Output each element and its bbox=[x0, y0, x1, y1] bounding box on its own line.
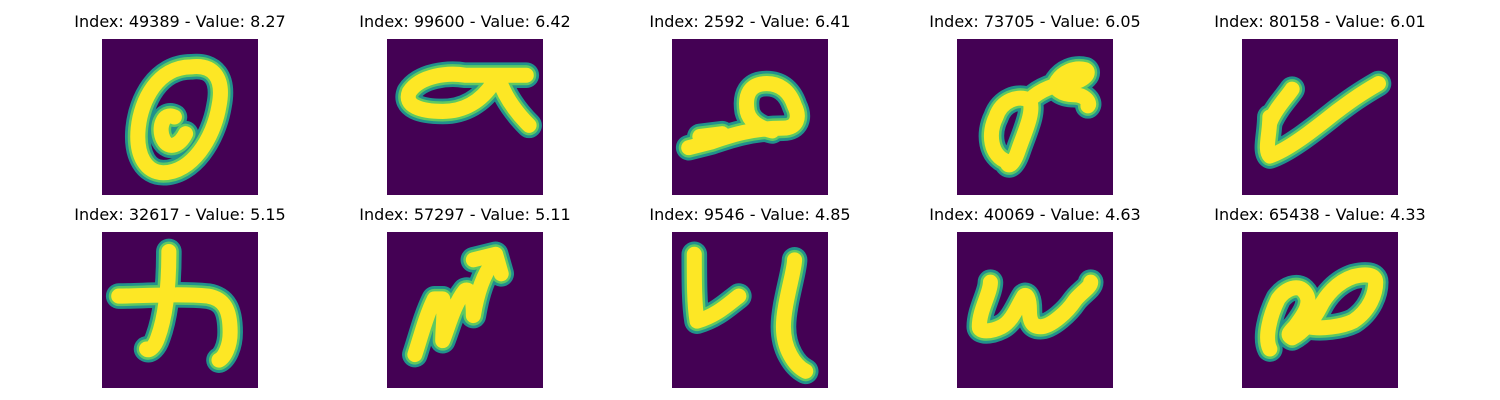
digit-image bbox=[387, 232, 543, 388]
image-panel: Index: 9546 - Value: 4.85 bbox=[635, 205, 865, 390]
image-panel: Index: 65438 - Value: 4.33 bbox=[1205, 205, 1435, 390]
digit-image bbox=[387, 39, 543, 195]
digit-image bbox=[1242, 232, 1398, 388]
panel-title: Index: 40069 - Value: 4.63 bbox=[929, 205, 1141, 224]
glyph-stroke bbox=[1262, 81, 1300, 131]
glyph-stroke bbox=[407, 255, 501, 363]
panel-title: Index: 9546 - Value: 4.85 bbox=[649, 205, 851, 224]
glyph-stroke bbox=[139, 243, 177, 358]
image-panel: Index: 40069 - Value: 4.63 bbox=[920, 205, 1150, 390]
glyph-stroke bbox=[111, 287, 238, 368]
glyph-stroke bbox=[153, 108, 194, 153]
image-panel: Index: 80158 - Value: 6.01 bbox=[1205, 12, 1435, 197]
glyph-stroke bbox=[400, 66, 537, 133]
glyph-stroke bbox=[1260, 267, 1384, 357]
panel-title: Index: 2592 - Value: 6.41 bbox=[649, 12, 851, 31]
glyph-stroke bbox=[681, 76, 805, 156]
panel-title: Index: 32617 - Value: 5.15 bbox=[74, 205, 286, 224]
glyph-stroke bbox=[1259, 76, 1387, 164]
image-panel: Index: 2592 - Value: 6.41 bbox=[635, 12, 865, 197]
digit-image bbox=[672, 39, 828, 195]
panel-title: Index: 73705 - Value: 6.05 bbox=[929, 12, 1141, 31]
digit-image bbox=[102, 232, 258, 388]
glyph-stroke bbox=[692, 126, 730, 145]
glyph-stroke bbox=[1021, 61, 1097, 114]
digit-image bbox=[102, 39, 258, 195]
panel-title: Index: 49389 - Value: 8.27 bbox=[74, 12, 286, 31]
glyph-stroke bbox=[775, 252, 814, 379]
panel-title: Index: 57297 - Value: 5.11 bbox=[359, 205, 571, 224]
image-panel: Index: 73705 - Value: 6.05 bbox=[920, 12, 1150, 197]
glyph-stroke bbox=[971, 274, 1099, 339]
image-panel: Index: 57297 - Value: 5.11 bbox=[350, 205, 580, 390]
image-panel: Index: 99600 - Value: 6.42 bbox=[350, 12, 580, 197]
image-panel: Index: 32617 - Value: 5.15 bbox=[65, 205, 295, 390]
glyph-stroke bbox=[465, 246, 509, 282]
panel-title: Index: 99600 - Value: 6.42 bbox=[359, 12, 571, 31]
digit-image bbox=[1242, 39, 1398, 195]
image-panel: Index: 49389 - Value: 8.27 bbox=[65, 12, 295, 197]
glyph-stroke bbox=[130, 59, 228, 181]
panel-title: Index: 80158 - Value: 6.01 bbox=[1214, 12, 1426, 31]
digit-image bbox=[957, 232, 1113, 388]
digit-image bbox=[672, 232, 828, 388]
panel-title: Index: 65438 - Value: 4.33 bbox=[1214, 205, 1426, 224]
glyph-stroke bbox=[686, 246, 747, 329]
digit-image bbox=[957, 39, 1113, 195]
